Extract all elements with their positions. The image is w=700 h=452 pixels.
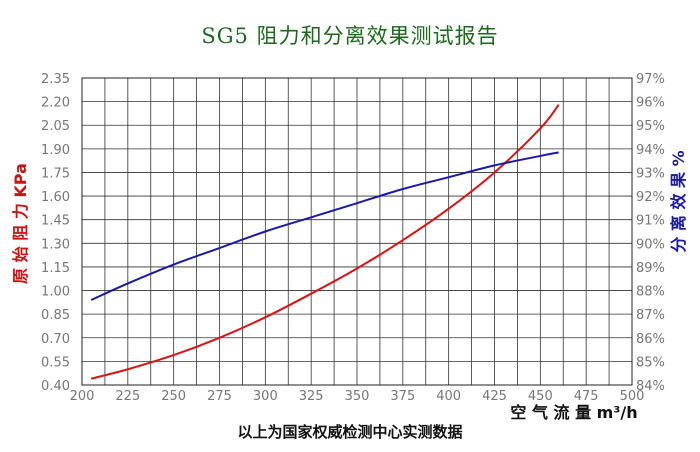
x-tick-label: 250 bbox=[161, 389, 186, 404]
y-left-tick-label: 2.05 bbox=[41, 119, 70, 134]
y-right-tick-label: 91% bbox=[636, 214, 665, 229]
y-left-tick-label: 2.20 bbox=[41, 96, 70, 111]
y-right-tick-label: 90% bbox=[636, 237, 665, 252]
y-right-axis-label: 分 离 效 果 % bbox=[669, 150, 688, 252]
grid bbox=[81, 77, 633, 386]
y-left-tick-label: 0.85 bbox=[41, 308, 70, 323]
y-right-tick-label: 86% bbox=[636, 332, 665, 347]
x-tick-label: 300 bbox=[253, 389, 278, 404]
x-tick-label: 400 bbox=[436, 389, 461, 404]
y-right-tick-label: 93% bbox=[636, 166, 665, 181]
y-left-tick-label: 0.55 bbox=[41, 355, 70, 370]
separation-efficiency-line bbox=[90, 151, 559, 301]
y-right-tick-label: 84% bbox=[636, 379, 665, 394]
x-tick-label: 200 bbox=[70, 389, 95, 404]
x-tick-labels: 200 225 250 275 300 325 350 375 400 425 450 475 500 bbox=[70, 389, 645, 404]
y-left-tick-labels: 0.40 0.55 0.70 0.85 1.00 1.15 1.30 1.45 1.60 1.75… bbox=[41, 72, 70, 394]
y-right-tick-label: 95% bbox=[636, 119, 665, 134]
y-right-tick-label: 88% bbox=[636, 285, 665, 300]
chart-title: SG5 阻力和分离效果测试报告 bbox=[201, 24, 499, 48]
y-left-tick-label: 1.75 bbox=[41, 166, 70, 181]
y-right-tick-labels: 84% 85% 86% 87% 88% 89% 90% 91% 92% 93% 94% 95% 96% 9… bbox=[636, 72, 665, 394]
x-tick-label: 425 bbox=[482, 389, 507, 404]
initial-resistance-line bbox=[90, 104, 560, 380]
y-left-tick-label: 1.90 bbox=[41, 143, 70, 158]
y-right-tick-label: 96% bbox=[636, 96, 665, 111]
y-left-tick-label: 1.45 bbox=[41, 214, 70, 229]
y-right-tick-label: 97% bbox=[636, 72, 665, 87]
series-group bbox=[90, 104, 560, 380]
x-tick-label: 275 bbox=[207, 389, 232, 404]
x-tick-label: 375 bbox=[390, 389, 415, 404]
x-tick-label: 475 bbox=[574, 389, 599, 404]
y-left-tick-label: 1.60 bbox=[41, 190, 70, 205]
x-tick-label: 325 bbox=[299, 389, 324, 404]
y-left-tick-label: 0.70 bbox=[41, 332, 70, 347]
x-axis-label: 空 气 流 量 m³/h bbox=[510, 403, 637, 422]
y-right-tick-label: 89% bbox=[636, 261, 665, 276]
y-left-tick-label: 1.15 bbox=[41, 261, 70, 276]
y-right-tick-label: 85% bbox=[636, 355, 665, 370]
y-left-axis-label: 原 始 阻 力 KPa bbox=[11, 163, 30, 284]
footnote: 以上为国家权威检测中心实测数据 bbox=[237, 423, 463, 441]
y-left-tick-label: 2.35 bbox=[41, 72, 70, 87]
x-tick-label: 225 bbox=[115, 389, 140, 404]
y-left-tick-label: 1.00 bbox=[41, 285, 70, 300]
plot-frame bbox=[81, 77, 633, 386]
y-left-tick-label: 0.40 bbox=[41, 379, 70, 394]
y-right-tick-label: 87% bbox=[636, 308, 665, 323]
x-tick-label: 450 bbox=[528, 389, 553, 404]
y-right-tick-label: 92% bbox=[636, 190, 665, 205]
x-tick-label: 500 bbox=[620, 389, 645, 404]
y-right-tick-label: 94% bbox=[636, 143, 665, 158]
y-left-tick-label: 1.30 bbox=[41, 237, 70, 252]
x-tick-label: 350 bbox=[345, 389, 370, 404]
